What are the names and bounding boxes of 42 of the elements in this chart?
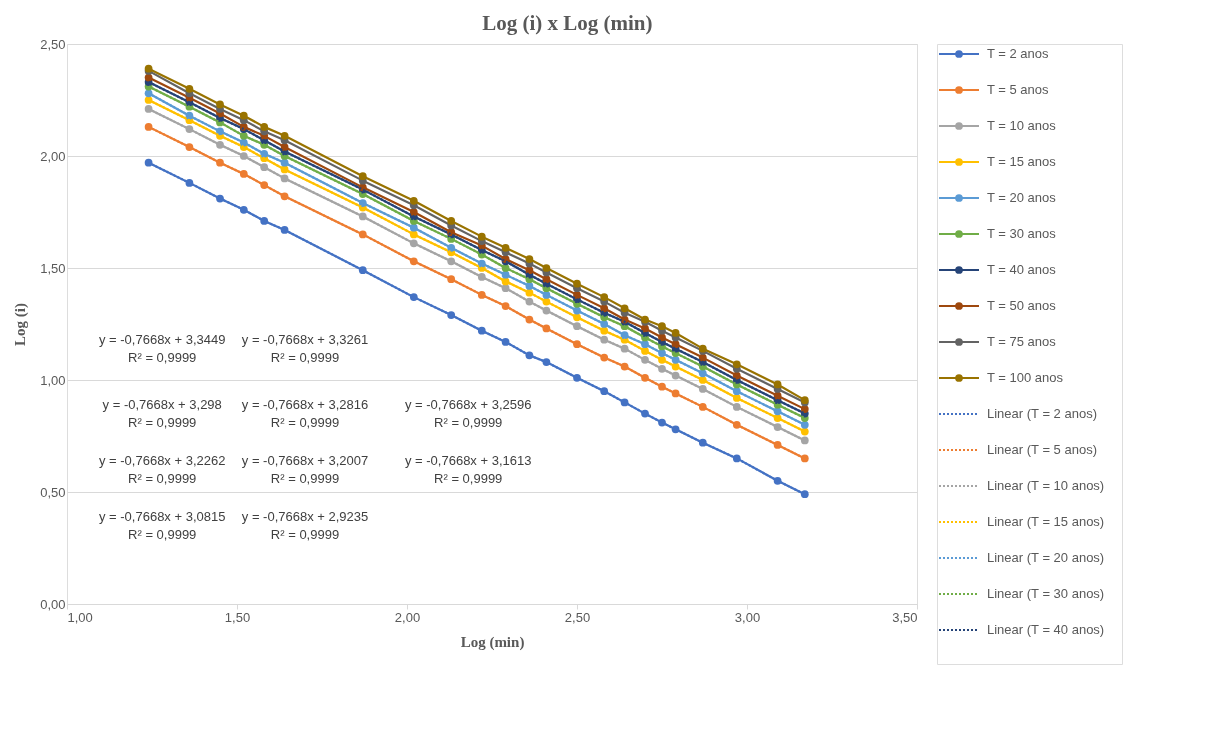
annotation: y = -0,7668x + 3,2007 R² = 0,9999 — [241, 452, 369, 486]
annotation: y = -0,7668x + 3,1613 R² = 0,9999 — [404, 452, 532, 486]
y-tick-label: 2,00 — [40, 148, 66, 164]
x-tick-label: 2,50 — [564, 609, 591, 625]
x-tick-label: 3,00 — [734, 609, 761, 625]
annotation: y = -0,7668x + 2,9235 R² = 0,9999 — [241, 508, 369, 542]
legend-label: Linear (T = 40 anos) — [987, 622, 1105, 637]
annotation: y = -0,7668x + 3,0815 R² = 0,9999 — [98, 508, 226, 542]
legend-label: T = 75 anos — [987, 334, 1057, 349]
legend-label: Linear (T = 2 anos) — [987, 406, 1097, 421]
x-tick-label: 3,50 — [892, 609, 918, 625]
y-tick-label: 1,00 — [40, 372, 66, 388]
y-tick-label: 2,50 — [40, 36, 66, 52]
legend-label: T = 50 anos — [987, 298, 1057, 313]
legend-label: T = 10 anos — [987, 118, 1057, 133]
legend-label: T = 30 anos — [987, 226, 1057, 241]
legend-label: Linear (T = 30 anos) — [987, 586, 1105, 601]
x-axis-title: Log (min) — [460, 633, 525, 651]
legend-label: Linear (T = 20 anos) — [987, 550, 1105, 565]
legend-label: T = 40 anos — [987, 262, 1057, 277]
legend-label: T = 20 anos — [987, 190, 1057, 205]
chart-title: Log (i) x Log (min) — [482, 10, 653, 35]
x-tick-label: 1,50 — [224, 609, 251, 625]
legend-label: T = 100 anos — [987, 370, 1064, 385]
annotation: y = -0,7668x + 3,3449 R² = 0,9999 — [98, 331, 226, 365]
y-tick-label: 0,00 — [40, 596, 66, 612]
legend-label: Linear (T = 5 anos) — [987, 442, 1097, 457]
legend-label: Linear (T = 15 anos) — [987, 514, 1105, 529]
x-tick-label: 2,00 — [394, 609, 421, 625]
y-tick-label: 0,50 — [40, 484, 66, 500]
legend-label: T = 15 anos — [987, 154, 1057, 169]
x-tick-label: 1,00 — [67, 609, 93, 625]
annotation: y = -0,7668x + 3,2596 R² = 0,9999 — [404, 396, 532, 430]
annotation: y = -0,7668x + 3,2816 R² = 0,9999 — [241, 396, 369, 430]
legend-label: Linear (T = 10 anos) — [987, 478, 1105, 493]
legend-label: T = 2 anos — [987, 46, 1050, 61]
legend-label: T = 5 anos — [987, 82, 1050, 97]
y-axis-title: Log (i) — [12, 303, 30, 346]
annotation: y = -0,7668x + 3,3261 R² = 0,9999 — [241, 331, 369, 365]
annotation: y = -0,7668x + 3,298 R² = 0,9999 — [102, 396, 222, 430]
y-tick-label: 1,50 — [40, 260, 66, 276]
annotation: y = -0,7668x + 3,2262 R² = 0,9999 — [98, 452, 226, 486]
